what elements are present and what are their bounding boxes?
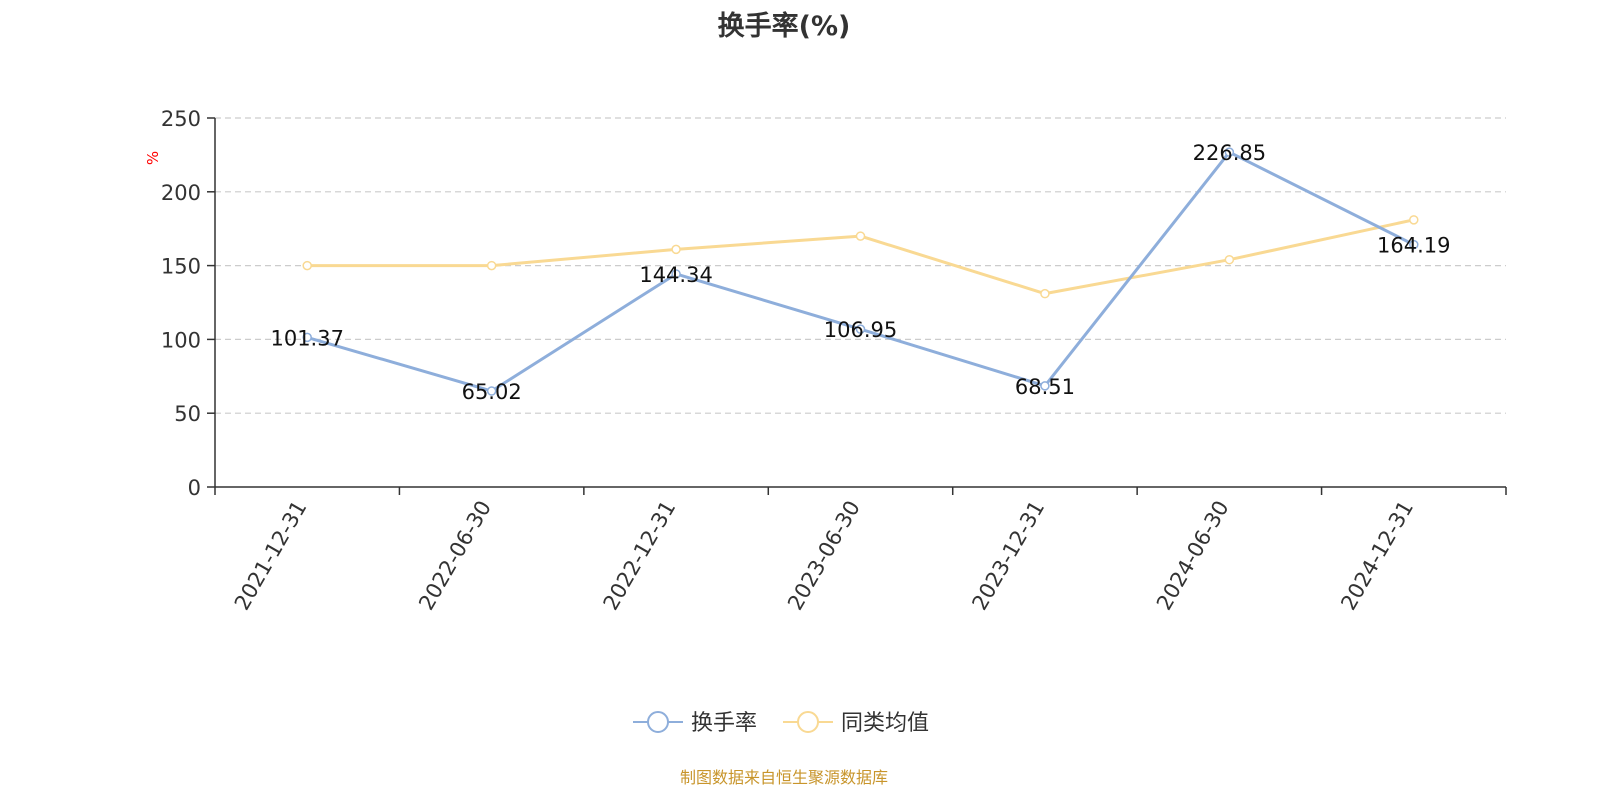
legend-item-0[interactable]: 换手率 — [633, 711, 757, 736]
y-tick-label: 0 — [188, 476, 201, 500]
x-tick-label: 2022-06-30 — [414, 497, 496, 615]
y-axis-label: % — [144, 151, 162, 165]
data-point-0 — [1040, 381, 1050, 391]
legend-label: 换手率 — [691, 711, 757, 736]
y-tick-label: 100 — [161, 328, 201, 352]
y-tick-label: 250 — [161, 107, 201, 131]
y-tick-label: 150 — [161, 255, 201, 279]
data-label: 226.85 — [1193, 141, 1266, 165]
y-tick-label: 200 — [161, 181, 201, 205]
x-tick-label: 2023-12-31 — [967, 497, 1049, 615]
y-tick-label: 50 — [174, 402, 201, 426]
series-lines — [302, 147, 1419, 396]
x-tick-label: 2021-12-31 — [230, 497, 312, 615]
data-point-1 — [855, 231, 866, 241]
data-point-0 — [671, 269, 681, 279]
x-tick-label: 2023-06-30 — [783, 497, 865, 615]
chart-title: 换手率(%) — [717, 11, 851, 42]
data-label: 106.95 — [824, 318, 897, 342]
data-point-1 — [671, 244, 681, 255]
data-point-1 — [302, 260, 312, 271]
series-line-1 — [307, 218, 1415, 296]
x-tick-label: 2024-12-31 — [1336, 497, 1418, 615]
data-labels: 101.37 65.02 144.34 106.95 68.51 226.85 164.19 — [270, 141, 1450, 404]
x-tick-label: 2022-12-31 — [599, 497, 681, 615]
data-point-1 — [486, 260, 497, 271]
legend-marker — [797, 711, 819, 733]
data-label: 65.02 — [462, 380, 522, 404]
data-point-0 — [855, 324, 866, 334]
x-tick-label: 2024-06-30 — [1152, 497, 1234, 615]
axes: 0 50 100 150 200 250% 2021-12-31 2022-06-30 2022… — [144, 107, 1507, 615]
data-label: 101.37 — [270, 326, 343, 350]
legend-marker — [647, 711, 669, 733]
data-point-0 — [302, 332, 312, 343]
series-line-0 — [306, 150, 1415, 393]
data-label: 68.51 — [1015, 375, 1075, 399]
data-point-1 — [1409, 215, 1419, 225]
data-point-0 — [486, 386, 497, 396]
legend-item-1[interactable]: 同类均值 — [783, 711, 929, 736]
data-source-note: 制图数据来自恒生聚源数据库 — [679, 768, 888, 787]
data-point-0 — [1224, 147, 1235, 157]
data-point-0 — [1409, 239, 1419, 250]
data-point-1 — [1224, 254, 1235, 265]
data-label: 164.19 — [1377, 234, 1450, 258]
data-point-1 — [1040, 288, 1050, 299]
legend-label: 同类均值 — [841, 711, 929, 736]
data-label: 144.34 — [639, 263, 712, 287]
legend[interactable]: 换手率 同类均值 — [633, 711, 929, 736]
